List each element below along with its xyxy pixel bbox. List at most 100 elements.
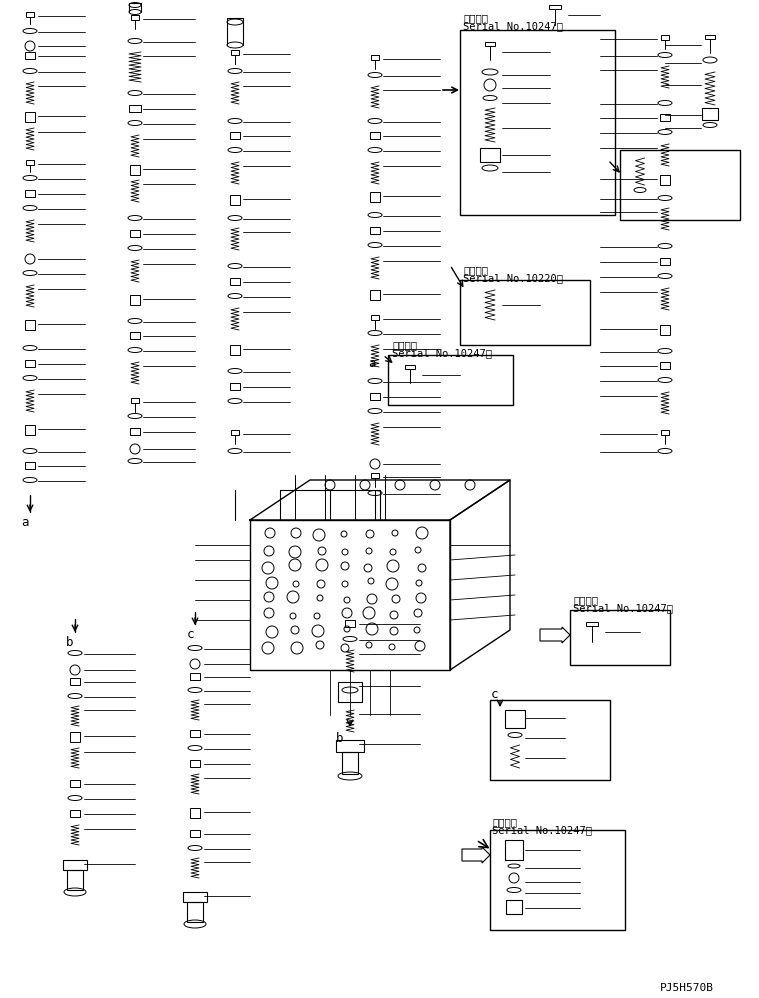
Bar	[25, 462, 35, 469]
Text: 適用号機: 適用号機	[392, 340, 417, 350]
Bar	[25, 360, 35, 367]
Bar	[25, 52, 35, 59]
Bar	[187, 902, 203, 922]
Circle shape	[509, 873, 519, 883]
Bar	[26, 12, 34, 17]
Bar	[660, 325, 670, 335]
Circle shape	[390, 627, 398, 635]
Text: Serial No.10247～: Serial No.10247～	[492, 825, 592, 835]
Circle shape	[291, 642, 303, 654]
Circle shape	[368, 578, 374, 584]
Bar	[702, 108, 718, 120]
Bar	[460, 30, 615, 215]
Text: Serial No.10247～: Serial No.10247～	[573, 603, 673, 613]
Bar	[660, 258, 670, 265]
Bar	[190, 830, 200, 837]
Bar	[25, 425, 35, 435]
Bar	[370, 227, 380, 234]
Bar	[130, 230, 140, 237]
Bar	[388, 355, 513, 405]
Bar	[371, 55, 379, 60]
Circle shape	[25, 41, 35, 51]
Bar	[371, 473, 379, 478]
Bar	[660, 362, 670, 369]
Bar	[190, 673, 200, 680]
Circle shape	[341, 562, 349, 570]
Bar	[586, 622, 598, 626]
Bar	[370, 393, 380, 400]
Bar	[70, 810, 80, 817]
Bar	[231, 430, 239, 435]
Bar	[130, 295, 140, 305]
Text: 適用号機: 適用号機	[573, 595, 598, 605]
Circle shape	[341, 531, 347, 537]
Text: b: b	[66, 636, 74, 649]
Bar	[345, 620, 355, 627]
Circle shape	[342, 608, 352, 618]
Bar	[230, 345, 240, 355]
Bar	[370, 132, 380, 139]
Bar	[460, 280, 590, 345]
Bar	[370, 192, 380, 202]
Bar	[570, 610, 670, 665]
Bar	[705, 35, 715, 39]
Circle shape	[392, 530, 398, 536]
Circle shape	[484, 79, 496, 91]
Circle shape	[363, 607, 375, 619]
Bar	[70, 780, 80, 787]
Bar	[660, 114, 670, 121]
Bar	[130, 428, 140, 435]
Bar	[183, 892, 207, 902]
Circle shape	[314, 613, 320, 619]
Bar	[67, 870, 83, 890]
Text: 適用号機: 適用号機	[492, 817, 517, 827]
Bar	[230, 383, 240, 390]
Text: Serial No.10247～: Serial No.10247～	[463, 21, 563, 31]
Circle shape	[262, 642, 274, 654]
Circle shape	[316, 641, 324, 649]
Bar	[190, 760, 200, 767]
Bar	[370, 290, 380, 300]
Bar	[26, 160, 34, 165]
Bar	[336, 740, 364, 752]
Bar	[506, 900, 522, 914]
Circle shape	[344, 597, 350, 603]
Circle shape	[262, 562, 274, 574]
Bar	[25, 112, 35, 122]
Text: Serial No.10247～: Serial No.10247～	[392, 348, 492, 358]
Text: 適用号機: 適用号機	[463, 13, 488, 23]
Bar	[405, 365, 415, 369]
Bar	[660, 175, 670, 185]
Circle shape	[341, 644, 349, 652]
Circle shape	[313, 529, 325, 541]
Circle shape	[414, 627, 420, 633]
Bar	[129, 105, 141, 112]
Bar	[549, 5, 561, 9]
Circle shape	[264, 608, 274, 618]
Bar	[131, 15, 139, 20]
Bar	[231, 50, 239, 55]
Circle shape	[317, 580, 325, 588]
Circle shape	[389, 644, 395, 650]
Bar	[130, 165, 140, 175]
Circle shape	[70, 665, 80, 675]
Bar	[505, 710, 525, 728]
Bar	[480, 148, 500, 162]
Circle shape	[390, 549, 396, 555]
Bar	[342, 752, 358, 774]
Bar	[230, 278, 240, 285]
Circle shape	[25, 254, 35, 264]
Circle shape	[366, 623, 378, 635]
Bar	[230, 195, 240, 205]
Text: c: c	[490, 689, 498, 702]
Circle shape	[265, 528, 275, 538]
Bar	[70, 732, 80, 742]
Bar	[505, 840, 523, 860]
Circle shape	[392, 595, 400, 603]
Circle shape	[387, 560, 399, 572]
Circle shape	[418, 564, 426, 572]
Circle shape	[287, 591, 299, 603]
Bar	[490, 830, 625, 930]
Bar	[371, 315, 379, 320]
Circle shape	[190, 659, 200, 669]
